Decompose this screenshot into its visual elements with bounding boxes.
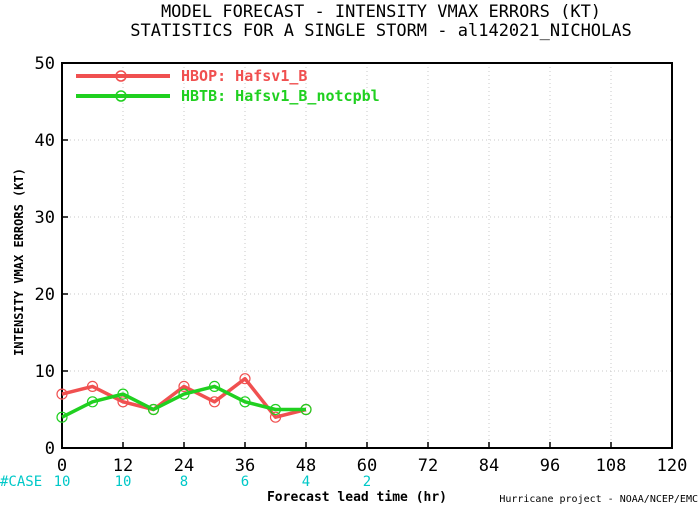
data-point	[147, 403, 160, 416]
data-point	[208, 396, 221, 408]
case-count: 6	[241, 474, 249, 490]
x-axis-label: Forecast lead time (hr)	[267, 490, 447, 505]
case-label: #CASE	[0, 474, 42, 490]
legend: HBOP: Hafsv1_B HBTB: Hafsv1_B_notcpbl	[76, 67, 380, 105]
y-axis-ticks: 0 10 20 30 40 50	[35, 54, 68, 459]
data-point	[178, 380, 190, 392]
data-point	[239, 373, 251, 385]
x-tick-label: 48	[296, 456, 316, 476]
x-tick-label: 0	[57, 456, 67, 476]
x-tick-label: 96	[540, 456, 560, 476]
data-point	[117, 396, 129, 408]
x-tick-label: 60	[357, 456, 377, 476]
x-tick-label: 36	[235, 456, 255, 476]
x-tick-label: 84	[479, 456, 499, 476]
series-line	[61, 376, 307, 419]
x-tick-label: 120	[657, 456, 688, 476]
y-tick-label: 10	[35, 362, 55, 382]
y-tick-label: 30	[35, 208, 55, 228]
legend-label: HBTB: Hafsv1_B_notcpbl	[181, 87, 380, 105]
legend-item-1: HBOP: Hafsv1_B	[76, 67, 307, 85]
credit-text: Hurricane project - NOAA/NCEP/EMC	[499, 494, 698, 505]
y-tick-label: 50	[35, 54, 55, 74]
legend-label: HBOP: Hafsv1_B	[181, 67, 307, 85]
series-line	[61, 384, 306, 419]
series-2	[56, 380, 312, 423]
data-point	[208, 380, 221, 392]
data-point	[56, 388, 68, 400]
case-count: 10	[54, 474, 71, 490]
y-axis-label: INTENSITY VMAX ERRORS (KT)	[12, 168, 26, 356]
chart-subtitle: STATISTICS FOR A SINGLE STORM - al142021…	[130, 21, 632, 41]
data-point	[56, 411, 68, 423]
case-counts: 10 10 8 6 4 2	[54, 474, 372, 490]
grid	[62, 63, 672, 448]
data-point	[178, 388, 190, 400]
series-layer	[56, 373, 312, 423]
case-count: 4	[302, 474, 310, 490]
data-point	[239, 396, 251, 408]
x-tick-label: 108	[596, 456, 627, 476]
legend-marker	[115, 90, 127, 102]
data-point	[86, 380, 99, 392]
chart-title: MODEL FORECAST - INTENSITY VMAX ERRORS (…	[161, 2, 601, 22]
case-count: 10	[115, 474, 132, 490]
data-point	[86, 396, 99, 408]
y-tick-label: 0	[45, 439, 55, 459]
y-tick-label: 20	[35, 285, 55, 305]
x-tick-label: 72	[418, 456, 438, 476]
x-tick-label: 12	[113, 456, 133, 476]
x-tick-label: 24	[174, 456, 194, 476]
data-point	[269, 403, 282, 416]
case-count: 8	[180, 474, 188, 490]
data-point	[300, 403, 312, 416]
data-point	[269, 411, 282, 423]
legend-item-2: HBTB: Hafsv1_B_notcpbl	[76, 87, 380, 105]
legend-marker	[115, 70, 127, 82]
y-tick-label: 40	[35, 131, 55, 151]
data-point	[117, 388, 129, 400]
case-count: 2	[363, 474, 371, 490]
x-axis-ticks: 0 12 24 36 48 60 72 84 96 108 120	[57, 442, 687, 476]
